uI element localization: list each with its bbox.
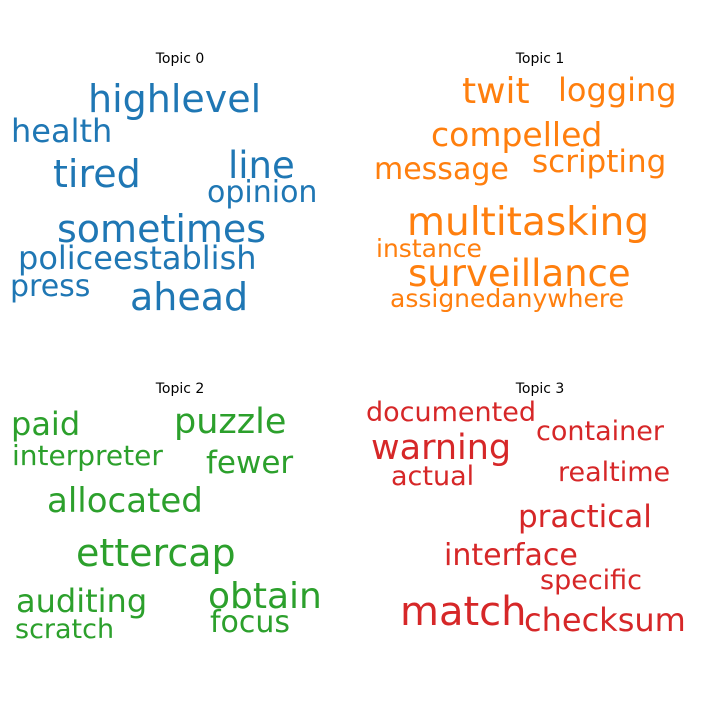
topic-panel: Topic 0 highlevel tired sometimes line health… — [0, 0, 360, 360]
word-mark: health — [11, 112, 113, 150]
topic-panel: Topic 3 documented warning container actual r… — [360, 330, 720, 690]
word-mark: scratch — [15, 614, 115, 645]
panel-title: Topic 1 — [515, 51, 565, 67]
word-mark: paid — [11, 405, 81, 443]
panel-title: Topic 3 — [515, 381, 565, 397]
word-mark: realtime — [558, 457, 671, 488]
word-mark: ettercap — [76, 531, 236, 575]
word-mark: interpreter — [12, 439, 163, 472]
word-mark: focus — [210, 605, 291, 640]
word-mark: scripting — [532, 144, 667, 180]
word-mark: highlevel — [88, 77, 262, 121]
word-mark: line — [228, 144, 295, 187]
word-mark: actual — [391, 461, 475, 492]
word-mark: opinion — [207, 175, 318, 210]
word-mark: logging — [558, 71, 677, 109]
word-mark: auditing — [16, 582, 148, 620]
word-mark: documented — [366, 397, 536, 428]
word-mark: compelled — [431, 115, 603, 154]
word-mark: container — [536, 416, 664, 447]
word-mark: assignedanywhere — [390, 284, 625, 313]
word-mark: specific — [540, 565, 643, 596]
word-mark: interface — [444, 538, 578, 573]
word-mark: allocated — [47, 481, 203, 521]
word-mark: obtain — [208, 576, 322, 617]
word-mark: message — [374, 152, 509, 187]
word-mark: twit — [462, 71, 530, 112]
topic-panel: Topic 1 twit logging compelled message script… — [360, 0, 720, 360]
word-mark: fewer — [206, 445, 294, 481]
panel-title: Topic 0 — [155, 51, 205, 67]
word-mark: press — [10, 269, 91, 304]
panel-title: Topic 2 — [155, 381, 205, 397]
word-mark: checksum — [524, 601, 686, 639]
word-mark: surveillance — [408, 252, 631, 295]
word-mark: match — [400, 589, 527, 635]
word-mark: puzzle — [174, 402, 287, 442]
word-mark: sometimes — [57, 207, 267, 251]
word-mark: practical — [518, 499, 652, 535]
word-mark: tired — [53, 152, 141, 196]
word-mark: policeestablish — [18, 239, 257, 277]
word-mark: ahead — [130, 275, 249, 319]
word-mark: instance — [376, 234, 482, 263]
word-mark: warning — [371, 428, 512, 468]
topic-panel: Topic 2 paid puzzle interpreter fewer allocat… — [0, 330, 360, 690]
word-mark: multitasking — [407, 200, 650, 245]
